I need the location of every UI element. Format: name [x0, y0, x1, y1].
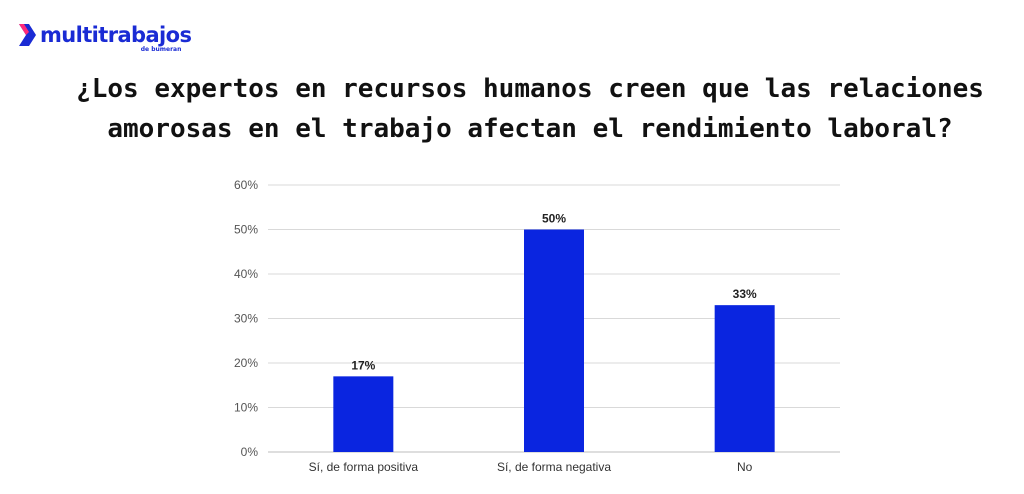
y-tick-label: 50%: [234, 223, 258, 237]
bar: [524, 229, 584, 452]
x-axis-categories: Sí, de forma positiva Sí, de forma negati…: [309, 460, 753, 474]
y-tick-label: 30%: [234, 312, 258, 326]
bars: [333, 229, 775, 452]
x-category-label: No: [737, 460, 753, 474]
y-tick-label: 0%: [241, 445, 259, 459]
bar-value-label: 17%: [351, 358, 375, 372]
y-tick-label: 60%: [234, 178, 258, 192]
chart-title-line-1: ¿Los expertos en recursos humanos creen …: [76, 74, 984, 104]
x-category-label: Sí, de forma negativa: [497, 460, 611, 474]
data-labels: 17% 50% 33%: [351, 212, 757, 373]
y-tick-label: 10%: [234, 401, 258, 415]
chart-title-line-2: amorosas en el trabajo afectan el rendim…: [107, 114, 953, 144]
bar: [714, 305, 775, 452]
logo-tagline: de bumeran: [140, 46, 182, 53]
y-axis-ticks: 0% 10% 20% 30% 40% 50% 60%: [234, 178, 258, 459]
y-tick-label: 20%: [234, 356, 258, 370]
logo-chevron-icon: [19, 24, 36, 46]
chart-title: ¿Los expertos en recursos humanos creen …: [0, 69, 1024, 149]
bar-value-label: 33%: [733, 287, 757, 301]
brand-logo: multitrabajos de bumeran: [16, 20, 192, 56]
logo-wordmark: multitrabajos: [40, 23, 192, 47]
y-tick-label: 40%: [234, 267, 258, 281]
x-category-label: Sí, de forma positiva: [309, 460, 419, 474]
bar: [333, 376, 394, 452]
bar-value-label: 50%: [542, 212, 566, 226]
